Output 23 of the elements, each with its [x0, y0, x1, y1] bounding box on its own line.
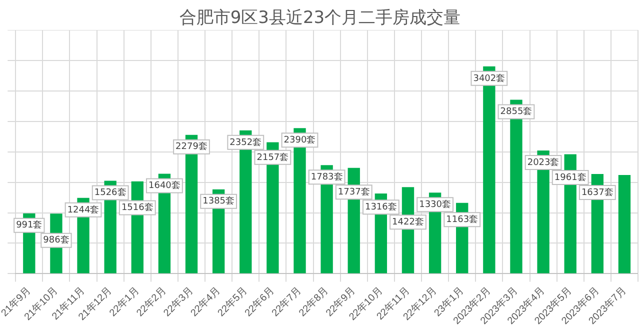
data-label: 1163套: [446, 214, 478, 226]
data-label: 2352套: [230, 136, 262, 148]
data-label: 2157套: [256, 152, 289, 163]
data-label: 1640套: [148, 180, 180, 192]
data-label: 1961套: [554, 172, 586, 183]
data-label: 1330套: [419, 199, 452, 210]
data-label: 986套: [43, 234, 70, 246]
data-label: 2279套: [176, 141, 208, 152]
data-label: 1385套: [202, 196, 235, 207]
data-label: 2023套: [527, 156, 560, 168]
data-label: 1244套: [67, 204, 100, 216]
data-label: 1316套: [364, 201, 397, 212]
data-label: 991套: [16, 220, 42, 231]
data-label: 2390套: [284, 134, 316, 146]
chart-title: 合肥市9区3县近23个月二手房成交量: [178, 7, 462, 29]
data-label: 1516套: [121, 202, 154, 214]
data-label: 1422套: [392, 216, 424, 228]
data-label: 1783套: [310, 171, 343, 182]
data-label: 1737套: [338, 186, 370, 198]
data-label: 2855套: [500, 106, 532, 118]
data-label: 3402套: [473, 72, 506, 84]
data-label: 1637套: [581, 186, 614, 198]
data-label: 1526套: [94, 187, 126, 198]
